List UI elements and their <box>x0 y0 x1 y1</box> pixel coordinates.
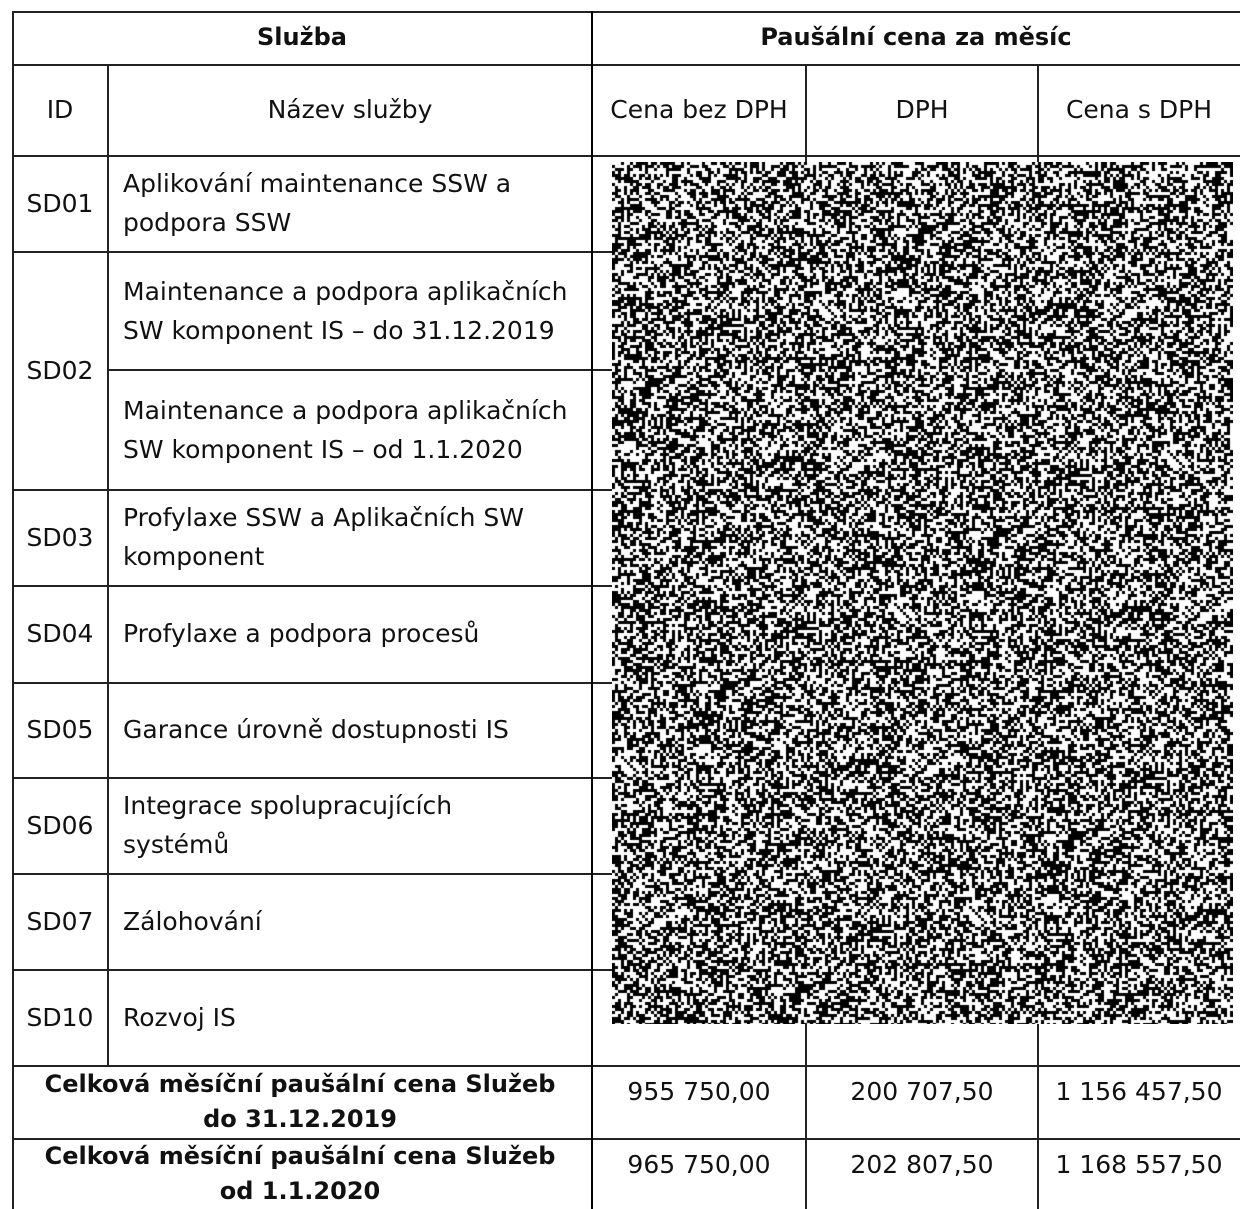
row-name: Aplikování maintenance SSW a podpora SSW <box>123 169 512 237</box>
row-name: Profylaxe a podpora procesů <box>123 619 480 648</box>
row-name: Profylaxe SSW a Aplikačních SW komponent <box>123 503 524 571</box>
header-id: ID <box>46 95 74 124</box>
total-label: Celková měsíční paušální cena Služeb do … <box>44 1070 556 1133</box>
row-name: Maintenance a podpora aplikačních SW kom… <box>123 276 568 345</box>
col-divider <box>107 64 109 1065</box>
header-price-vat: Cena s DPH <box>1065 95 1213 124</box>
total-label: Celková měsíční paušální cena Služeb od … <box>44 1142 556 1205</box>
row-line <box>12 489 612 491</box>
header-name: Název služby <box>267 95 433 124</box>
redacted-prices-noise <box>612 162 1233 1024</box>
header-price-no-vat: Cena bez DPH <box>610 95 788 124</box>
row-line <box>12 585 612 587</box>
row-line <box>12 251 612 253</box>
row-id: SD02 <box>26 355 94 385</box>
header-group-price: Paušální cena za měsíc <box>760 23 1072 51</box>
row-line <box>12 682 612 684</box>
header-group-service: Služba <box>257 23 347 51</box>
header-vat: DPH <box>895 95 949 124</box>
total-price-vat: 1 156 457,50 <box>1055 1077 1223 1106</box>
row-line <box>12 777 612 779</box>
row-name: Rozvoj IS <box>123 1002 236 1032</box>
header-divider <box>12 64 1240 66</box>
total-price-no-vat: 955 750,00 <box>627 1077 771 1106</box>
row-line <box>12 1138 1240 1140</box>
header-bottom-line <box>12 155 1240 157</box>
row-id: SD05 <box>26 715 94 744</box>
total-price-vat: 1 168 557,50 <box>1055 1150 1223 1179</box>
col-divider <box>591 11 593 1209</box>
row-name: Zálohování <box>123 906 262 936</box>
row-line <box>12 969 612 971</box>
row-id: SD01 <box>26 188 94 218</box>
row-line <box>108 369 612 371</box>
total-vat: 200 707,50 <box>850 1077 994 1106</box>
table-border-top <box>12 11 1240 13</box>
row-id: SD04 <box>26 619 94 648</box>
row-id: SD06 <box>26 810 94 840</box>
table-border-left <box>12 11 14 1209</box>
row-id: SD10 <box>26 1002 94 1032</box>
total-vat: 202 807,50 <box>850 1150 994 1179</box>
row-name: Garance úrovně dostupnosti IS <box>123 715 509 744</box>
row-id: SD07 <box>26 906 94 936</box>
row-name: Maintenance a podpora aplikačních SW kom… <box>123 395 568 464</box>
row-name: Integrace spolupracujících systémů <box>123 791 453 859</box>
row-line <box>12 873 612 875</box>
row-id: SD03 <box>26 522 94 552</box>
total-price-no-vat: 965 750,00 <box>627 1150 771 1179</box>
row-line <box>12 1065 1240 1067</box>
